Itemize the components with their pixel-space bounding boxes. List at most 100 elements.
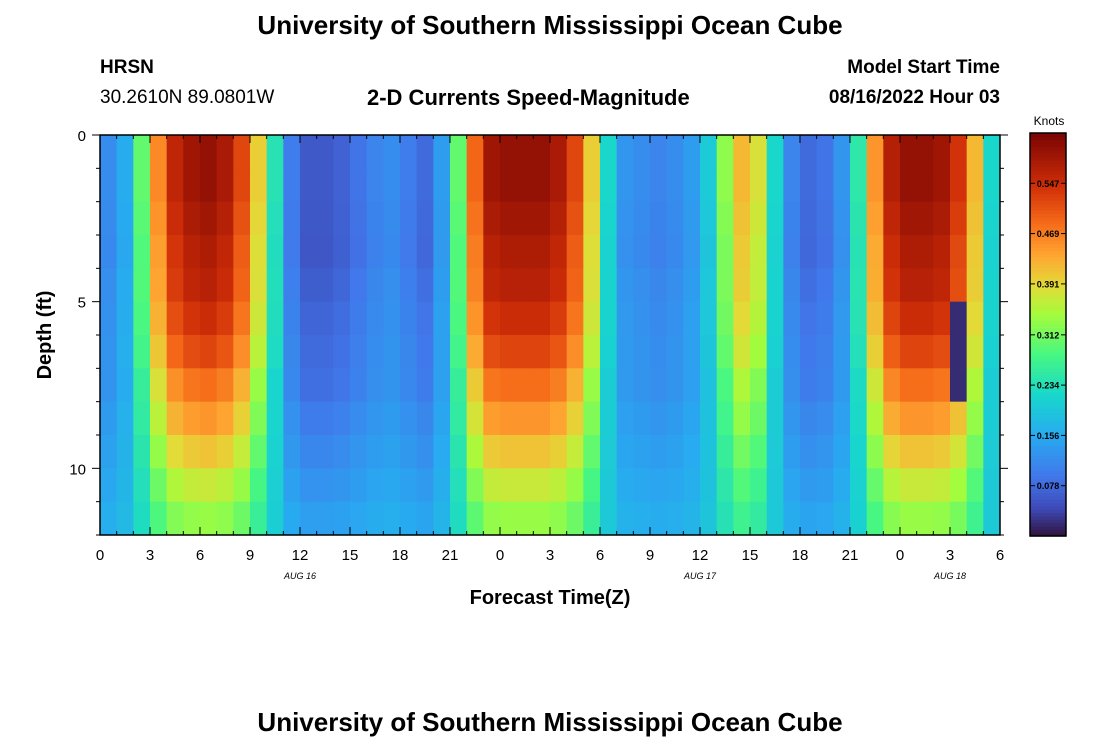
heatmap-cell bbox=[700, 268, 718, 303]
heatmap-cell bbox=[516, 468, 534, 503]
heatmap-cell bbox=[800, 368, 818, 403]
heatmap-cell bbox=[933, 201, 951, 236]
heatmap-cell bbox=[683, 501, 701, 536]
heatmap-cell bbox=[500, 401, 518, 436]
colorbar-swatch bbox=[1030, 203, 1066, 208]
heatmap-cell bbox=[716, 201, 734, 236]
colorbar-swatch bbox=[1030, 341, 1066, 346]
heatmap-cell bbox=[633, 401, 651, 436]
heatmap-cell bbox=[616, 335, 634, 369]
heatmap-cell bbox=[400, 501, 418, 536]
colorbar-swatch bbox=[1030, 136, 1066, 141]
heatmap-cell bbox=[100, 168, 118, 203]
colorbar-swatch bbox=[1030, 428, 1066, 433]
heatmap-cell bbox=[983, 201, 1001, 236]
heatmap-cell bbox=[800, 435, 818, 469]
heatmap-cell bbox=[783, 301, 801, 336]
colorbar-swatch bbox=[1030, 260, 1066, 265]
footer-title: University of Southern Mississippi Ocean… bbox=[257, 707, 843, 737]
heatmap-cell bbox=[933, 335, 951, 369]
heatmap-cell bbox=[616, 268, 634, 303]
heatmap-cell bbox=[800, 201, 818, 236]
heatmap-cell bbox=[600, 235, 618, 269]
heatmap-cell bbox=[750, 235, 768, 269]
heatmap-cell bbox=[833, 201, 851, 236]
heatmap-cell bbox=[450, 135, 468, 169]
heatmap-cell bbox=[166, 135, 184, 169]
heatmap-cell bbox=[683, 335, 701, 369]
heatmap-cell bbox=[850, 301, 868, 336]
heatmap-cell bbox=[333, 368, 351, 403]
heatmap-cell bbox=[483, 268, 501, 303]
heatmap-cell bbox=[283, 335, 301, 369]
colorbar-unit-label: Knots bbox=[1034, 114, 1065, 128]
heatmap-cell bbox=[700, 335, 718, 369]
heatmap-cell bbox=[666, 301, 684, 336]
heatmap-cell bbox=[900, 301, 918, 336]
heatmap-cell bbox=[350, 435, 368, 469]
heatmap-cell bbox=[383, 401, 401, 436]
heatmap-cell bbox=[783, 268, 801, 303]
speed-heatmap-chart: 0 3 6 9 12 15 18 21 0 3 6 9 12 15 18 21 0 3 6 AUG 16 AUG 17 A… bbox=[34, 114, 1067, 609]
heatmap-cell bbox=[650, 135, 668, 169]
date-label: AUG 17 bbox=[683, 571, 717, 581]
colorbar-swatch bbox=[1030, 488, 1066, 493]
heatmap-cell bbox=[733, 168, 751, 203]
heatmap-cell bbox=[133, 301, 151, 336]
heatmap-cell bbox=[200, 268, 218, 303]
heatmap-cell bbox=[250, 401, 268, 436]
heatmap-cell bbox=[766, 235, 784, 269]
heatmap-cell bbox=[533, 335, 551, 369]
heatmap-cell bbox=[916, 235, 934, 269]
colorbar-swatch bbox=[1030, 213, 1066, 218]
heatmap-cell bbox=[266, 168, 284, 203]
heatmap-cell bbox=[183, 401, 201, 436]
heatmap-cell bbox=[100, 368, 118, 403]
x-tick-label: 21 bbox=[442, 547, 459, 564]
heatmap-cell bbox=[966, 301, 984, 336]
heatmap-cell bbox=[750, 201, 768, 236]
heatmap-cell bbox=[483, 501, 501, 536]
heatmap-cell bbox=[300, 301, 318, 336]
heatmap-cell bbox=[900, 435, 918, 469]
heatmap-cell bbox=[783, 401, 801, 436]
heatmap-cell bbox=[116, 201, 134, 236]
heatmap-cell bbox=[150, 368, 168, 403]
heatmap-cell bbox=[183, 135, 201, 169]
heatmap-cell bbox=[200, 135, 218, 169]
colorbar-swatch bbox=[1030, 492, 1066, 497]
model-start-label: Model Start Time bbox=[847, 57, 1000, 78]
heatmap-cell bbox=[266, 201, 284, 236]
heatmap-cell bbox=[533, 435, 551, 469]
heatmap-cell bbox=[266, 268, 284, 303]
heatmap-cell bbox=[900, 235, 918, 269]
heatmap-cell bbox=[766, 368, 784, 403]
heatmap-cell bbox=[516, 368, 534, 403]
colorbar: 0.547 0.469 0.391 0.312 0.234 0.156 0.078 bbox=[1029, 132, 1067, 537]
heatmap-cell bbox=[150, 135, 168, 169]
colorbar-swatch bbox=[1030, 287, 1066, 292]
heatmap-cell bbox=[266, 368, 284, 403]
heatmap-cell bbox=[133, 135, 151, 169]
heatmap-cell bbox=[633, 435, 651, 469]
heatmap-cell bbox=[150, 501, 168, 536]
heatmap-cell bbox=[200, 401, 218, 436]
y-tick-label: 10 bbox=[69, 461, 86, 478]
heatmap-cell bbox=[416, 168, 434, 203]
heatmap-cell bbox=[466, 168, 484, 203]
colorbar-swatch bbox=[1030, 220, 1066, 225]
heatmap-cell bbox=[500, 268, 518, 303]
heatmap-cell bbox=[550, 501, 568, 536]
heatmap-cell bbox=[916, 135, 934, 169]
heatmap-cell bbox=[466, 268, 484, 303]
heatmap-cell bbox=[633, 335, 651, 369]
heatmap-cell bbox=[533, 401, 551, 436]
heatmap-cell bbox=[350, 268, 368, 303]
heatmap-cell bbox=[416, 501, 434, 536]
heatmap-cell bbox=[333, 301, 351, 336]
heatmap-cell bbox=[833, 368, 851, 403]
heatmap-cell bbox=[600, 501, 618, 536]
heatmap-cell bbox=[983, 368, 1001, 403]
heatmap-cell bbox=[100, 235, 118, 269]
heatmap-cell bbox=[233, 468, 251, 503]
